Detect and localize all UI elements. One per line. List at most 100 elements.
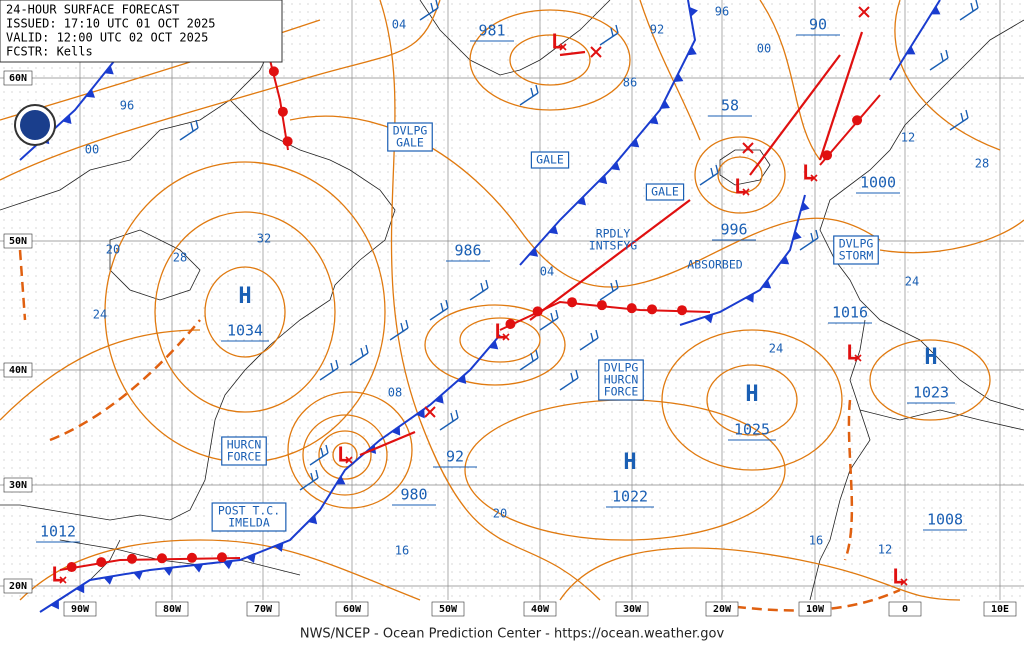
labels: 60N 50N 40N 30N 20N 90W 80W 70W 60W 50W 40W 30W 20W 1… [3, 5, 1017, 617]
longitude-label: 50W [439, 604, 458, 615]
front-symbol [779, 255, 790, 265]
wind-barb [579, 329, 599, 351]
front-symbol [852, 115, 863, 126]
warning-box [645, 183, 685, 201]
high-pressure: 1022 [612, 488, 648, 506]
wind-barb [539, 309, 559, 331]
latitude-label: 30N [9, 480, 27, 491]
lat-label-box [3, 70, 33, 86]
wind-barb [799, 229, 819, 251]
lon-label-box [246, 601, 280, 617]
note-text: ABSORBED [687, 258, 742, 272]
isobar [509, 34, 591, 86]
dashed-trough [49, 319, 201, 442]
front-symbol [800, 201, 810, 212]
lon-label-box [983, 601, 1017, 617]
lon-label-box [705, 601, 739, 617]
front-symbol [268, 66, 279, 77]
pressure-label: 1000 [860, 174, 896, 192]
low-center [502, 333, 510, 341]
wind-barb [349, 344, 369, 366]
isobar-label: 28 [975, 157, 989, 171]
front-symbol [75, 583, 85, 594]
isobar [869, 339, 991, 421]
warning-text: FORCE [604, 385, 639, 399]
front-symbol [677, 305, 688, 316]
front-symbol [761, 279, 772, 289]
longitude-label: 0 [902, 604, 908, 615]
front-symbol [647, 304, 658, 315]
front-symbol [629, 138, 640, 148]
wind-barb [419, 0, 439, 21]
pressure-label: 90 [809, 16, 827, 34]
isobar [318, 430, 372, 480]
low-symbol: L [734, 175, 746, 199]
longitude-label: 80W [163, 604, 182, 615]
front-symbol [186, 552, 197, 563]
front-symbol [576, 196, 586, 206]
isobar-label: 24 [769, 342, 783, 356]
high-symbol: H [623, 450, 636, 475]
isobar [0, 0, 441, 181]
warning-text: HURCN [604, 373, 639, 387]
isobar-label: 00 [757, 42, 771, 56]
lat-label-box [3, 578, 33, 594]
front-symbol [930, 5, 941, 15]
isobar-label: 20 [106, 243, 120, 257]
wind-barb [519, 84, 539, 106]
warning-text: IMELDA [228, 516, 270, 530]
low-center [345, 456, 353, 464]
lat-label-box [3, 233, 33, 249]
low-symbol: L [51, 563, 63, 587]
pressure-label: 1016 [832, 304, 868, 322]
isobar-label: 16 [809, 534, 823, 548]
longitude-label: 20W [713, 604, 732, 615]
front-symbol [649, 115, 659, 125]
wind-barb [699, 164, 719, 186]
isobar [879, 219, 1024, 254]
front-symbol [104, 65, 114, 75]
pressure-label: 986 [454, 242, 481, 260]
header-forecaster: FCSTR: Kells [6, 45, 93, 59]
isobar [706, 364, 798, 436]
warning-text: STORM [839, 249, 874, 263]
note-text: RPDLY [596, 227, 631, 241]
forecast-position [590, 46, 602, 58]
front-symbol [391, 426, 401, 436]
lat-label-box [3, 362, 33, 378]
isobar [759, 0, 821, 161]
front-symbol [335, 475, 346, 485]
header-issued: ISSUED: 17:10 UTC 01 OCT 2025 [6, 17, 216, 31]
isobar [469, 9, 631, 111]
isobar-label: 12 [878, 543, 892, 557]
latitude-label: 60N [9, 73, 27, 84]
wind-barb [949, 109, 969, 131]
lon-label-box [335, 601, 369, 617]
wind-barb [469, 279, 489, 301]
front-symbol [66, 562, 77, 573]
noaa-logo-inner [20, 110, 50, 140]
isobar-label: 28 [173, 251, 187, 265]
forecast-position [424, 406, 436, 418]
longitude-label: 40W [531, 604, 550, 615]
high-symbol: H [238, 284, 251, 309]
isobar [302, 414, 388, 496]
front-symbol [193, 564, 204, 573]
front-symbol [223, 560, 234, 570]
wind-barb [959, 0, 979, 21]
storm-track [818, 31, 864, 161]
high-symbol: H [745, 382, 758, 407]
front-symbol [548, 225, 559, 235]
wind-barb [929, 49, 949, 71]
low-center [900, 578, 908, 586]
front-symbol [597, 174, 608, 185]
front-symbol [792, 230, 802, 241]
isobar-label: 24 [93, 308, 107, 322]
warning-box [221, 436, 267, 466]
warning-box [387, 122, 433, 152]
longitude-label: 70W [254, 604, 273, 615]
front-symbol [156, 553, 167, 564]
isobar [459, 317, 541, 363]
front-symbol [62, 114, 72, 124]
